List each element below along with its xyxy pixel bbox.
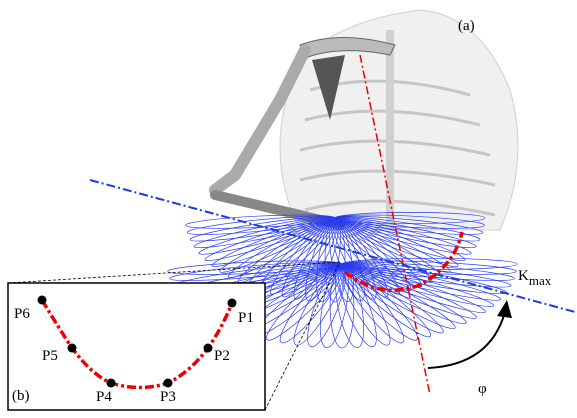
clavicle <box>299 37 396 59</box>
scapula <box>312 55 345 120</box>
point <box>163 378 173 388</box>
points: P1 P2 P3 P4 P5 P6 <box>14 295 254 405</box>
rotation-arrow <box>427 311 506 369</box>
axis-label-sub: max <box>529 273 552 288</box>
point <box>203 343 213 353</box>
point <box>106 378 116 388</box>
angle-label: φ <box>478 381 487 397</box>
humerus <box>209 44 311 196</box>
k-max-axis <box>89 179 576 313</box>
point-label: P4 <box>96 389 112 405</box>
panel-label: (a) <box>458 18 475 34</box>
panel-label: (b) <box>12 388 30 404</box>
point-label: P6 <box>14 306 30 322</box>
arrow-head <box>497 300 512 318</box>
fan-ellipse <box>167 258 343 277</box>
red-axis <box>359 54 431 396</box>
axis-label-main: K <box>518 268 529 284</box>
point <box>37 295 47 305</box>
inset-box <box>7 282 266 411</box>
zoom-line <box>7 261 341 284</box>
point-label: P2 <box>214 348 230 364</box>
inset-trajectory <box>40 299 234 390</box>
trajectory <box>343 231 464 292</box>
zoom-line <box>264 261 341 411</box>
axis-label: Kmax <box>518 268 552 288</box>
point-label: P1 <box>238 310 254 326</box>
point-label: P3 <box>160 389 176 405</box>
point <box>227 298 237 308</box>
point-label: P5 <box>42 348 58 364</box>
point <box>67 343 77 353</box>
